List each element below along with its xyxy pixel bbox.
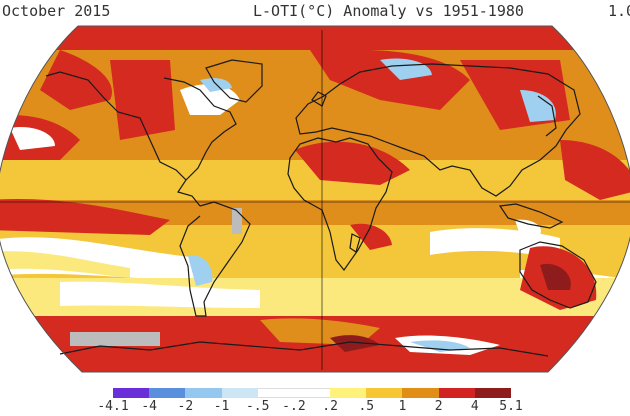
arctic-warm-band xyxy=(0,26,630,50)
north-america-warm-region xyxy=(110,60,175,140)
north-africa-warm-region xyxy=(295,141,410,185)
map-title: October 2015 xyxy=(2,2,111,20)
greenland-cool xyxy=(200,78,232,92)
south-pacific-light-band xyxy=(0,251,130,278)
legend-swatch xyxy=(257,388,294,398)
legend-swatch xyxy=(438,388,475,398)
map-header: October 2015 L-OTI(°C) Anomaly vs 1951-1… xyxy=(0,0,630,22)
legend-swatch xyxy=(474,388,511,398)
indonesia-coast xyxy=(498,203,564,229)
subantarctic-neutral-band xyxy=(60,281,260,308)
north-america-east-coast xyxy=(163,77,237,181)
no-data-patch xyxy=(232,208,242,234)
south-america-coast xyxy=(179,201,251,317)
antarctic-hot-patch xyxy=(330,335,380,352)
global-mean-value: 1.0 xyxy=(608,2,630,20)
north-america-west-coast xyxy=(45,71,201,207)
legend-swatch xyxy=(113,388,150,398)
madagascar-coast xyxy=(349,233,361,253)
western-pacific-warm xyxy=(560,140,630,200)
legend-swatch xyxy=(149,388,186,398)
africa-coast xyxy=(287,137,393,272)
legend-tick-label: -2 xyxy=(177,399,194,414)
eurasia-cool-patch xyxy=(380,58,432,80)
australia-hot-core xyxy=(540,263,571,290)
equatorial-pacific-warm xyxy=(0,199,170,235)
south-indian-neutral-band xyxy=(430,228,560,260)
legend-tick-label: -1 xyxy=(213,399,230,414)
eurasia-coast xyxy=(295,63,581,197)
south-america-cool-patch xyxy=(188,255,213,286)
antarctica-coast xyxy=(59,341,549,357)
legend-tick-label: 2 xyxy=(434,399,443,414)
legend-tick-label: .5 xyxy=(358,399,375,414)
greenland-neutral xyxy=(180,84,240,115)
map-gridlines xyxy=(0,30,630,370)
siberia-cool-patch xyxy=(520,90,556,122)
kamchatka-coast xyxy=(537,95,557,137)
southern-africa-warm xyxy=(350,223,392,250)
legend-tick-label: .2 xyxy=(322,399,338,414)
color-legend: -4.1 -4 -2 -1 -.5 -.2 .2 .5 1 2 4 5.1 xyxy=(0,386,630,416)
legend-tick-label: -.2 xyxy=(282,399,306,414)
legend-swatch xyxy=(402,388,439,398)
legend-tick-label: -.5 xyxy=(245,399,270,414)
legend-tick-label: -4.1 xyxy=(97,399,129,414)
australia-coast xyxy=(519,241,597,309)
antarctic-no-data xyxy=(70,332,160,346)
globe-outline xyxy=(0,25,630,373)
legend-swatch xyxy=(330,388,367,398)
legend-tick-label: -4 xyxy=(141,399,157,414)
temperature-anomaly-map xyxy=(0,25,630,373)
alaska-warm-region xyxy=(40,50,112,110)
legend-tick-label: 4 xyxy=(470,399,479,414)
legend-swatch xyxy=(221,388,258,398)
greenland-coast xyxy=(205,59,263,103)
coastlines xyxy=(45,59,597,357)
indonesia-neutral xyxy=(515,219,541,235)
legend-swatch xyxy=(366,388,403,398)
antarctic-cool-patch xyxy=(410,340,470,352)
legend-swatch xyxy=(185,388,222,398)
north-pacific-neutral xyxy=(10,126,55,150)
map-subtitle: L-OTI(°C) Anomaly vs 1951-1980 xyxy=(253,2,524,20)
legend-swatch xyxy=(293,388,331,398)
legend-tick-label: 5.1 xyxy=(499,399,523,414)
south-pacific-neutral-band xyxy=(0,237,200,282)
britain-coast xyxy=(311,91,327,107)
legend-tick-label: 1 xyxy=(398,399,407,414)
